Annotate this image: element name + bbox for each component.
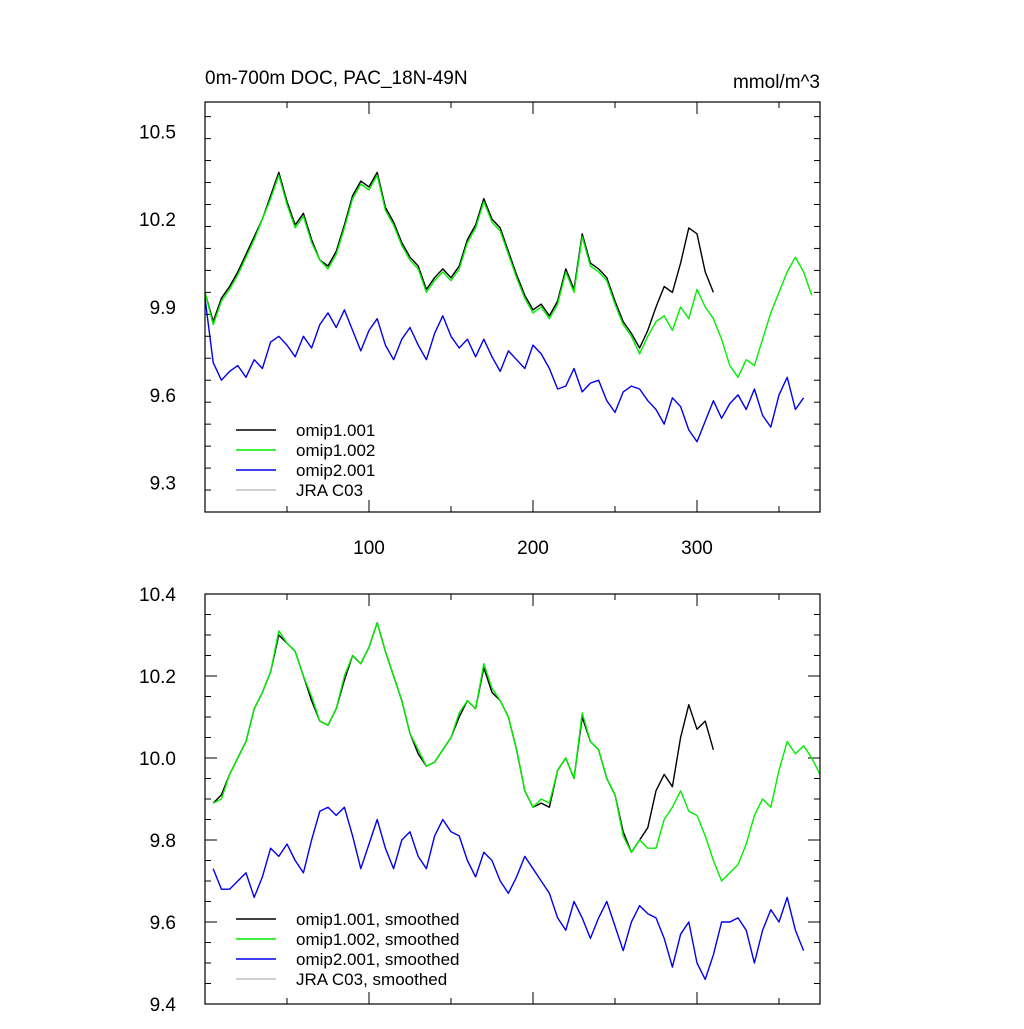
y-tick-label: 10.5 bbox=[139, 122, 176, 143]
top-plot-frame bbox=[204, 101, 821, 513]
y-tick-label: 9.4 bbox=[150, 995, 177, 1016]
y-tick-label: 10.0 bbox=[139, 749, 176, 770]
legend-label: omip1.001 bbox=[296, 421, 375, 440]
x-tick-label: 300 bbox=[681, 538, 713, 559]
bottom-axis-ticks: 9.4 9.6 9.8 10.0 10.2 10.4 bbox=[139, 585, 820, 1016]
y-tick-label: 9.9 bbox=[150, 298, 176, 319]
legend-label: JRA C03 bbox=[296, 481, 363, 500]
top-axis-ticks: 100 200 300 9.3 9.6 9.9 10.2 10.5 bbox=[139, 102, 820, 559]
x-tick-label: 200 bbox=[517, 538, 549, 559]
bottom-plot-frame bbox=[204, 593, 821, 1005]
series-line-0 bbox=[204, 171, 715, 349]
series-line-2 bbox=[212, 806, 805, 981]
top-series-group bbox=[204, 171, 813, 443]
x-tick-label: 100 bbox=[353, 538, 385, 559]
units-label: mmol/m^3 bbox=[733, 72, 820, 93]
series-line-1 bbox=[204, 174, 813, 378]
y-tick-label: 9.6 bbox=[150, 913, 176, 934]
top-panel: 0m-700m DOC, PAC_18N-49N mmol/m^3 100 200… bbox=[139, 68, 821, 559]
y-tick-label: 10.2 bbox=[139, 210, 176, 231]
legend-label: omip2.001, smoothed bbox=[296, 950, 460, 969]
bottom-panel: 9.4 9.6 9.8 10.0 10.2 10.4 omip1.001, smoothe… bbox=[139, 585, 821, 1016]
legend-label: omip1.001, smoothed bbox=[296, 910, 460, 929]
y-tick-label: 10.2 bbox=[139, 667, 176, 688]
series-line-1 bbox=[212, 622, 821, 882]
legend-label: omip1.002 bbox=[296, 441, 375, 460]
series-line-2 bbox=[204, 298, 805, 443]
legend-label: omip1.002, smoothed bbox=[296, 930, 460, 949]
y-tick-label: 10.4 bbox=[139, 585, 176, 606]
legend-label: JRA C03, smoothed bbox=[296, 970, 447, 989]
chart-title: 0m-700m DOC, PAC_18N-49N bbox=[205, 68, 468, 89]
bottom-series-group bbox=[212, 622, 821, 981]
y-tick-label: 9.6 bbox=[150, 386, 176, 407]
y-tick-label: 9.3 bbox=[150, 474, 176, 495]
y-tick-label: 9.8 bbox=[150, 831, 176, 852]
legend-label: omip2.001 bbox=[296, 461, 375, 480]
